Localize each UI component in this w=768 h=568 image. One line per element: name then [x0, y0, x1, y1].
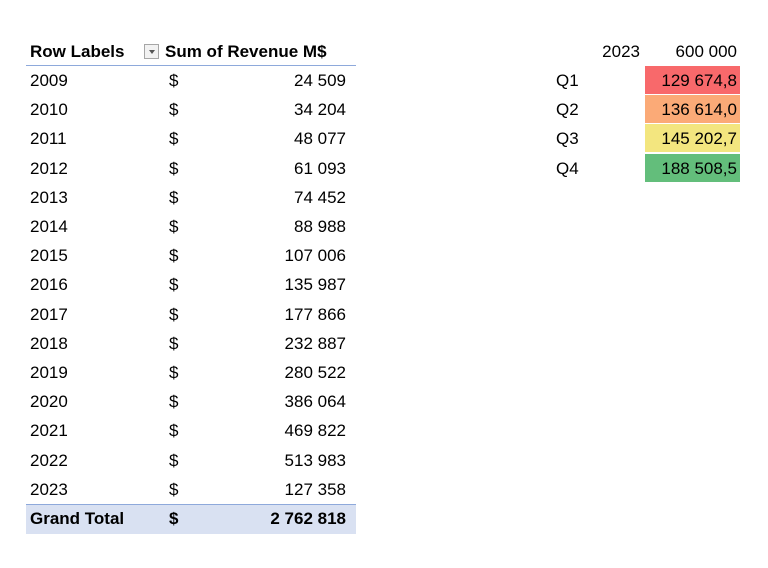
revenue: 61 093: [294, 158, 346, 178]
currency: $: [169, 217, 179, 236]
row-label: 2017: [30, 304, 68, 324]
revenue: 24 509: [294, 71, 346, 90]
quarter-label: Q1: [556, 71, 579, 90]
currency: $: [169, 275, 179, 295]
currency: $: [169, 333, 179, 353]
revenue: 177 866: [284, 304, 346, 324]
row-label: 2012: [30, 158, 68, 178]
row-label: 2016: [30, 275, 68, 295]
revenue: 280 522: [284, 363, 346, 382]
side-header: 600 000: [675, 42, 737, 61]
currency: $: [169, 129, 179, 149]
total-label: Grand Total: [30, 509, 125, 528]
currency: $: [169, 158, 179, 178]
quarter-label: Q2: [556, 100, 579, 120]
currency: $: [169, 479, 179, 499]
revenue: 469 822: [284, 421, 346, 441]
pivot-total-band: [26, 504, 356, 534]
currency: $: [169, 187, 179, 207]
currency: $: [169, 450, 179, 470]
header-cell: Sum of Revenue M$: [165, 42, 327, 61]
quarter-value: 136 614,0: [645, 95, 740, 124]
revenue: 135 987: [284, 275, 346, 295]
row-label: 2019: [30, 363, 68, 382]
quarter-value: 188 508,5: [645, 153, 740, 182]
revenue: 127 358: [284, 479, 346, 499]
row-label: 2018: [30, 333, 68, 353]
quarter-value: 129 674,8: [645, 66, 740, 94]
row-label: 2014: [30, 217, 68, 236]
quarter-value: 145 202,7: [645, 124, 740, 153]
revenue: 48 077: [294, 129, 346, 149]
revenue: 386 064: [284, 392, 346, 412]
currency: $: [169, 421, 179, 441]
currency: $: [169, 363, 179, 382]
revenue: 513 983: [284, 450, 346, 470]
header-cell: Row Labels: [30, 42, 125, 61]
currency: $: [169, 304, 179, 324]
row-label: 2022: [30, 450, 68, 470]
row-label: 2020: [30, 392, 68, 412]
revenue: 232 887: [284, 333, 346, 353]
currency: $: [169, 392, 179, 412]
quarter-label: Q3: [556, 129, 579, 149]
filter-dropdown[interactable]: [144, 44, 159, 59]
row-label: 2021: [30, 421, 68, 441]
currency: $: [169, 71, 179, 90]
currency: $: [169, 100, 179, 120]
side-header: 2023: [602, 42, 640, 61]
row-label: 2023: [30, 479, 68, 499]
row-label: 2013: [30, 187, 68, 207]
total-currency: $: [169, 509, 179, 528]
revenue: 88 988: [294, 217, 346, 236]
revenue: 34 204: [294, 100, 346, 120]
revenue: 74 452: [294, 187, 346, 207]
quarter-label: Q4: [556, 158, 579, 178]
pivot-header-band: [26, 37, 356, 66]
row-label: 2010: [30, 100, 68, 120]
revenue: 107 006: [284, 246, 346, 266]
total-value: 2 762 818: [270, 509, 346, 528]
currency: $: [169, 246, 179, 266]
row-label: 2015: [30, 246, 68, 266]
row-label: 2011: [30, 129, 67, 149]
row-label: 2009: [30, 71, 68, 90]
